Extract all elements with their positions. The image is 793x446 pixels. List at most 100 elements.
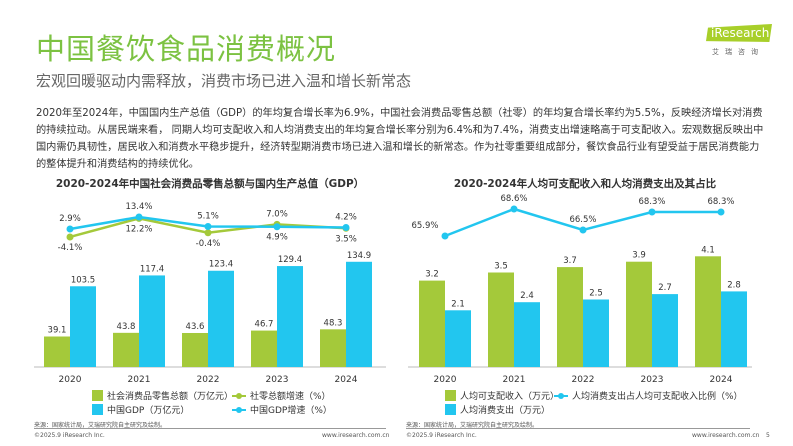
website-link[interactable]: www.iresearch.com.cn <box>322 432 390 439</box>
legend-swatch <box>92 390 103 401</box>
bar <box>583 299 609 367</box>
bar-data-label: 129.4 <box>278 255 302 265</box>
line-point <box>273 223 281 231</box>
line-data-label: 68.3% <box>638 197 665 207</box>
website-link[interactable]: www.iresearch.com.cn <box>692 432 760 439</box>
line-point <box>342 224 350 232</box>
line-point <box>579 226 587 234</box>
bar <box>182 332 208 367</box>
x-tick-label: 2020 <box>59 375 82 385</box>
bar-data-label: 2.8 <box>727 280 741 290</box>
bar-data-label: 39.1 <box>48 326 67 336</box>
divider <box>406 428 750 429</box>
line-data-label: 4.9% <box>266 233 288 243</box>
x-tick-label: 2020 <box>434 375 457 385</box>
bar-data-label: 2.7 <box>658 283 672 293</box>
legend-swatch <box>92 404 103 415</box>
bar-data-label: 46.7 <box>255 320 274 330</box>
legend-label: 人均可支配收入（万元） <box>460 392 560 402</box>
bar-data-label: 2.1 <box>451 299 465 309</box>
x-tick-label: 2021 <box>503 375 526 385</box>
bar-data-label: 123.4 <box>209 260 233 270</box>
divider <box>34 428 386 429</box>
legend-line-marker <box>554 392 568 399</box>
legend-label: 中国GDP（万亿元） <box>107 406 190 416</box>
line-data-label: 65.9% <box>411 221 438 231</box>
legend-label: 人均消费支出占人均可支配收入比例（%） <box>572 392 743 402</box>
legend-item: 中国GDP增速（%） <box>232 403 332 416</box>
legend-label: 社零总额增速（%） <box>250 392 331 402</box>
x-tick-label: 2024 <box>710 375 733 385</box>
bar <box>277 266 303 367</box>
source-note: 来源：国家统计局，艾瑞研究院自主研究及绘制。 <box>406 422 539 429</box>
copyright: ©2025.9 iResearch Inc. <box>406 432 477 439</box>
legend-item: 人均可支配收入（万元） <box>445 389 559 402</box>
legend-label: 中国GDP增速（%） <box>250 406 332 416</box>
bar <box>208 270 234 367</box>
line-data-label: 12.2% <box>125 224 152 234</box>
x-tick-label: 2021 <box>128 375 151 385</box>
logo-cn-text: 艾瑞咨询 <box>712 48 764 56</box>
line-data-label: 4.2% <box>335 213 357 223</box>
page-number: 5 <box>766 432 770 439</box>
line-point <box>204 222 212 230</box>
legend-item: 社会消费品零售总额（万亿元） <box>92 389 233 402</box>
line-point <box>717 208 725 216</box>
bar-data-label: 4.1 <box>701 245 715 255</box>
line-point <box>66 225 74 233</box>
bar-data-label: 2.4 <box>520 291 534 301</box>
bar-data-label: 134.9 <box>347 251 371 261</box>
legend-swatch <box>445 390 456 401</box>
bar <box>695 256 721 367</box>
bar <box>320 329 346 367</box>
line-data-label: 68.6% <box>500 194 527 204</box>
legend-label: 人均消费支出（万元） <box>460 406 551 416</box>
line-data-label: 7.0% <box>266 209 288 219</box>
chart2-title: 2020-2024年人均可支配收入和人均消费支出及其占比 <box>453 178 717 190</box>
copyright: ©2025.9 iResearch Inc. <box>34 432 105 439</box>
bar-data-label: 2.5 <box>589 289 603 299</box>
bar-data-label: 43.6 <box>186 322 205 332</box>
bar <box>626 261 652 367</box>
bar <box>70 286 96 367</box>
line-point <box>648 208 656 216</box>
legend-item: 社零总额增速（%） <box>232 389 331 402</box>
bar <box>488 272 514 367</box>
bar-data-label: 3.7 <box>563 256 577 266</box>
chart1-title: 2020-2024年中国社会消费品零售总额与国内生产总值（GDP） <box>55 178 365 190</box>
bar <box>721 291 747 367</box>
legend-line-marker <box>232 392 246 399</box>
bar <box>251 330 277 367</box>
line-data-label: -0.4% <box>196 239 221 249</box>
bar <box>139 275 165 367</box>
line-data-label: 66.5% <box>569 215 596 225</box>
line-point <box>510 205 518 213</box>
x-tick-label: 2023 <box>266 375 289 385</box>
bar <box>419 280 445 367</box>
x-tick-label: 2022 <box>197 375 220 385</box>
line-point <box>66 233 74 241</box>
bar <box>557 267 583 367</box>
legend-line-marker <box>232 406 246 413</box>
line-data-label: 2.9% <box>59 214 81 224</box>
bar <box>445 310 471 367</box>
bar-data-label: 48.3 <box>324 318 343 328</box>
bar <box>514 302 540 367</box>
x-tick-label: 2023 <box>641 375 664 385</box>
line-data-label: 3.5% <box>335 234 357 244</box>
source-note: 来源：国家统计局，艾瑞研究院自主研究及绘制。 <box>34 422 167 429</box>
bar-data-label: 3.5 <box>494 262 508 272</box>
x-tick-label: 2024 <box>335 375 358 385</box>
legend-label: 社会消费品零售总额（万亿元） <box>107 392 234 402</box>
bar <box>113 332 139 367</box>
bar-data-label: 117.4 <box>140 264 164 274</box>
body-paragraph: 2020年至2024年，中国国内生产总值（GDP）的年均复合增长率为6.9%，中… <box>36 108 764 170</box>
line-data-label: 13.4% <box>125 202 152 212</box>
line-data-label: 68.3% <box>707 197 734 207</box>
x-tick-label: 2022 <box>572 375 595 385</box>
line-point <box>135 213 143 221</box>
bar-data-label: 3.9 <box>632 251 646 261</box>
line-point <box>441 232 449 240</box>
legend-item: 人均消费支出占人均可支配收入比例（%） <box>554 389 743 402</box>
